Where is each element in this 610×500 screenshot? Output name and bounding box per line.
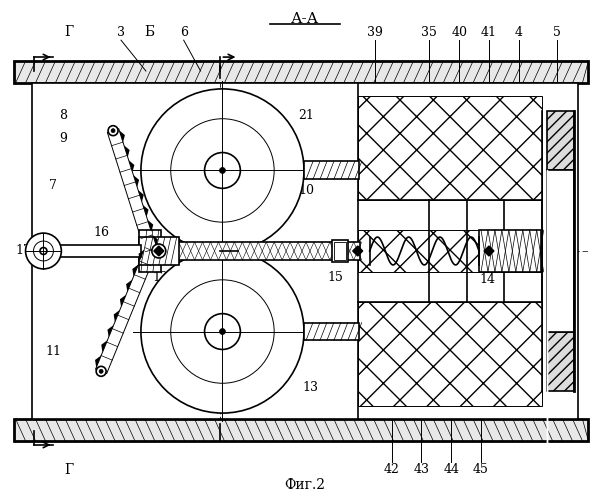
Circle shape (171, 280, 274, 384)
Polygon shape (95, 356, 101, 368)
Polygon shape (138, 190, 144, 202)
Text: 8: 8 (59, 110, 67, 122)
Bar (547, 111, 575, 170)
Circle shape (96, 366, 106, 376)
Bar (139, 237, 179, 265)
Text: А-А: А-А (291, 12, 319, 26)
Circle shape (220, 168, 226, 173)
Text: 13: 13 (302, 380, 318, 394)
Circle shape (220, 328, 226, 334)
Text: 9: 9 (59, 132, 67, 145)
Polygon shape (353, 246, 363, 256)
Text: Б: Б (206, 244, 215, 258)
Text: 5: 5 (553, 26, 561, 39)
Circle shape (204, 152, 240, 188)
Circle shape (152, 244, 166, 258)
Text: 17: 17 (16, 244, 32, 258)
Text: 42: 42 (384, 463, 400, 476)
Bar (357, 230, 542, 272)
Circle shape (156, 248, 161, 254)
Text: Г: Г (65, 463, 74, 477)
Bar (332, 240, 348, 262)
Text: 12: 12 (153, 272, 169, 284)
Circle shape (141, 250, 304, 413)
Bar (56, 245, 141, 257)
Polygon shape (129, 160, 134, 172)
Bar (334, 242, 346, 260)
Circle shape (141, 89, 304, 252)
Text: 21: 21 (298, 110, 314, 122)
Polygon shape (138, 250, 145, 262)
Polygon shape (107, 129, 157, 252)
Text: 44: 44 (443, 463, 459, 476)
Text: 45: 45 (473, 463, 489, 476)
Bar (357, 96, 542, 200)
Polygon shape (143, 205, 148, 217)
Polygon shape (120, 294, 126, 307)
Text: 3: 3 (117, 26, 125, 39)
Polygon shape (113, 310, 120, 322)
Polygon shape (154, 246, 164, 256)
Bar (547, 170, 575, 332)
Polygon shape (132, 264, 138, 276)
Bar (304, 322, 359, 340)
Bar (161, 242, 360, 260)
Bar (139, 230, 161, 272)
Polygon shape (124, 146, 130, 157)
Circle shape (40, 248, 47, 254)
Text: 41: 41 (481, 26, 497, 39)
Polygon shape (96, 248, 156, 374)
Polygon shape (148, 220, 153, 232)
Bar (13, 61, 589, 83)
Bar (357, 302, 542, 406)
Text: Г: Г (65, 25, 74, 39)
Polygon shape (484, 246, 494, 256)
Text: 11: 11 (45, 345, 62, 358)
Polygon shape (119, 130, 125, 142)
Circle shape (111, 128, 115, 132)
Polygon shape (107, 325, 113, 337)
Circle shape (99, 370, 103, 374)
Circle shape (204, 314, 240, 350)
Text: 15: 15 (328, 272, 344, 284)
Text: 6: 6 (180, 26, 188, 39)
Polygon shape (152, 235, 158, 246)
Text: 39: 39 (367, 26, 382, 39)
Text: Б: Б (144, 25, 154, 39)
Circle shape (26, 233, 62, 269)
Text: 40: 40 (451, 26, 467, 39)
Polygon shape (134, 175, 139, 187)
Text: 35: 35 (422, 26, 437, 39)
Text: 4: 4 (515, 26, 523, 39)
Text: Фиг.2: Фиг.2 (284, 478, 326, 492)
Text: 16: 16 (93, 226, 109, 238)
Circle shape (171, 118, 274, 222)
Circle shape (108, 126, 118, 136)
Text: 10: 10 (298, 184, 314, 197)
Text: 43: 43 (414, 463, 429, 476)
Bar (304, 162, 359, 180)
Text: 14: 14 (479, 274, 495, 286)
Text: 7: 7 (49, 179, 57, 192)
Bar (547, 332, 575, 391)
Polygon shape (126, 280, 132, 291)
Polygon shape (101, 340, 107, 352)
Bar (479, 230, 540, 272)
Bar (13, 419, 589, 441)
Bar (32, 83, 578, 419)
Circle shape (34, 241, 54, 261)
